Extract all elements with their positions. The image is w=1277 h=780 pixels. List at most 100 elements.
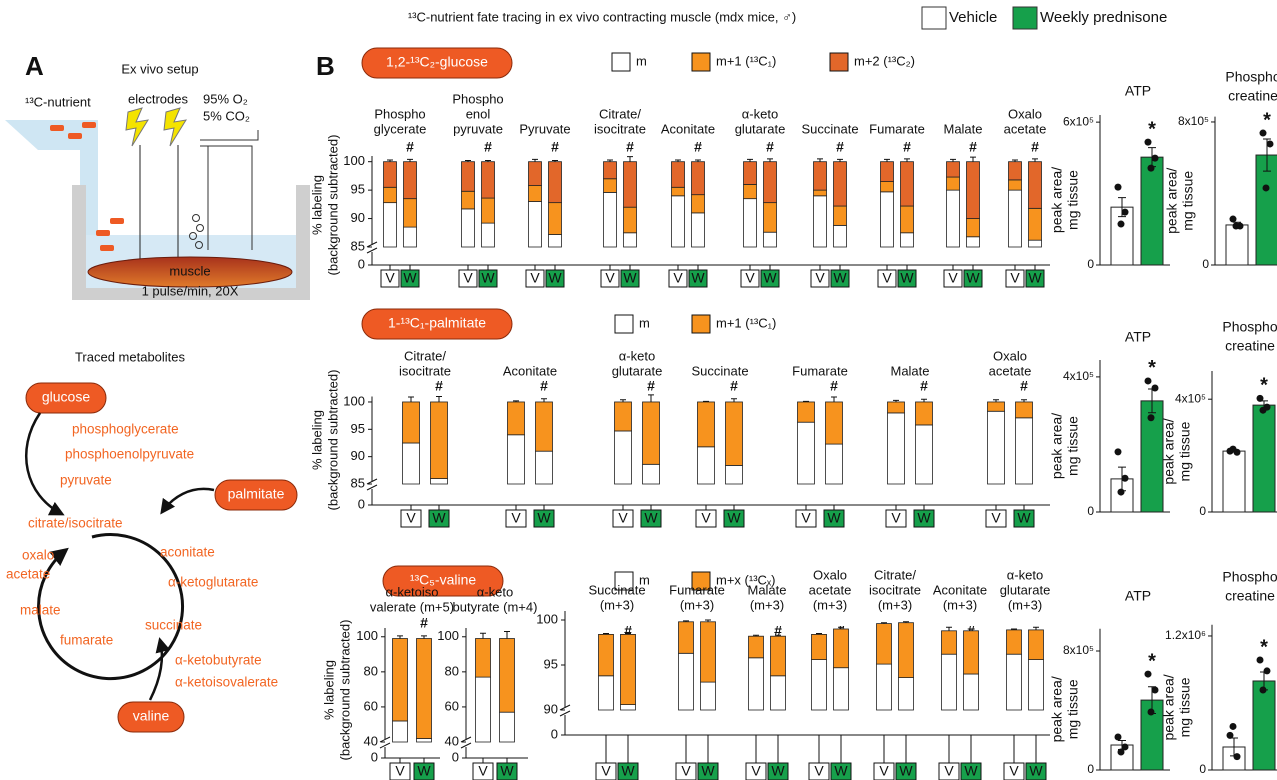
nutrient-reservoir [5,120,98,235]
y-tick-label: 100 [343,153,365,168]
error-bar [1021,399,1027,402]
group-label: W [691,270,705,286]
y-axis-label: % labeling [309,175,324,235]
bubble [189,232,197,240]
group-label: V [1009,763,1019,779]
bar-segment [1008,161,1022,181]
metabolite: pyruvate [60,473,112,488]
bar-segment [642,401,660,465]
error-bar [603,633,609,635]
error-bar [881,622,887,624]
category-label: isocitrate [869,582,921,597]
y-tick-label: 4x10⁵ [1063,369,1094,383]
bar-segment [797,401,815,423]
legend-swatch [1012,6,1038,30]
significance: * [1263,109,1271,131]
category-label: α-keto [477,584,513,599]
bar-segment [603,161,617,180]
bar-segment [1028,659,1044,711]
error-bar [950,158,956,162]
group-label: V [681,763,691,779]
y-axis-label: (background subtracted) [337,620,352,761]
group-label: V [701,510,711,526]
error-bar [408,396,414,402]
group-label: V [801,510,811,526]
group-label: V [478,763,488,779]
beaker-wall [72,185,86,300]
bar-segment [614,430,632,485]
group-label: V [673,270,683,286]
group-label: V [511,510,521,526]
error-bar [541,398,547,402]
bar-segment [966,218,980,238]
error-bar [407,158,413,162]
data-point [1229,722,1237,730]
label-pill [361,47,513,79]
y-tick-label: 0 [1199,504,1206,518]
group-label: W [763,270,777,286]
bar-segment [748,657,764,711]
y-tick-label: 0 [551,726,558,741]
legend-swatch [691,314,711,334]
bar-segment [430,478,448,485]
category-label: glycerate [374,121,427,136]
bar-segment [535,450,553,485]
nutrient-particle [96,230,110,236]
category-label: Pyruvate [519,121,570,136]
category-label: glutarate [1000,582,1051,597]
bar-segment [548,234,562,248]
bar-segment [697,401,715,448]
category-label: Malate [943,121,982,136]
group-label: W [548,270,562,286]
y-axis-label: peak area/ [1049,676,1065,742]
y-tick-label: 4x10⁵ [1175,391,1206,405]
significance: # [1031,139,1039,155]
category-label: Malate [890,363,929,378]
chart-label: 1,2-¹³C₂-glucose [386,54,488,70]
group-label: W [900,270,914,286]
category-label: Aconitate [933,582,987,597]
bar-segment [1015,417,1033,485]
significance: # [484,139,492,155]
bubble [196,224,204,232]
legend-swatch [611,52,631,72]
metabolite: oxalo [22,548,54,563]
chart-title: Phospho [1225,69,1277,85]
bar [1222,450,1246,513]
bar-segment [499,711,515,743]
category-label: Fumarate [869,121,925,136]
significance: # [830,378,838,394]
error-bar [837,158,843,162]
error-bar [703,400,709,402]
bar-segment [833,205,847,226]
bar-segment [481,222,495,248]
figure-title: ¹³C-nutrient fate tracing in ex vivo con… [408,9,796,24]
y-tick-label: 0 [1199,762,1206,776]
category-label: (m+3) [680,597,714,612]
metabolite: succinate [145,618,202,633]
bar-segment [963,630,979,675]
metabolite: α-ketoglutarate [168,575,258,590]
axis-break [460,736,472,749]
bar-segment [887,401,905,414]
bar-segment [402,401,420,444]
bar-segment [1006,629,1022,655]
error-bar [775,634,781,637]
bar-segment [1006,653,1022,711]
y-tick-label: 90 [351,210,365,225]
data-point [1232,222,1240,230]
bar-segment [946,161,960,178]
error-bar [803,400,809,402]
bar-segment [946,189,960,248]
error-bar [465,160,471,162]
error-bar [387,159,393,162]
y-tick-label: 0 [1087,762,1094,776]
group-label: V [891,510,901,526]
metabolite: aconitate [160,545,215,560]
significance: # [540,378,548,394]
category-label: (m+3) [813,597,847,612]
label-pill [361,308,513,340]
data-point [1151,384,1159,392]
legend-swatch [614,571,634,591]
